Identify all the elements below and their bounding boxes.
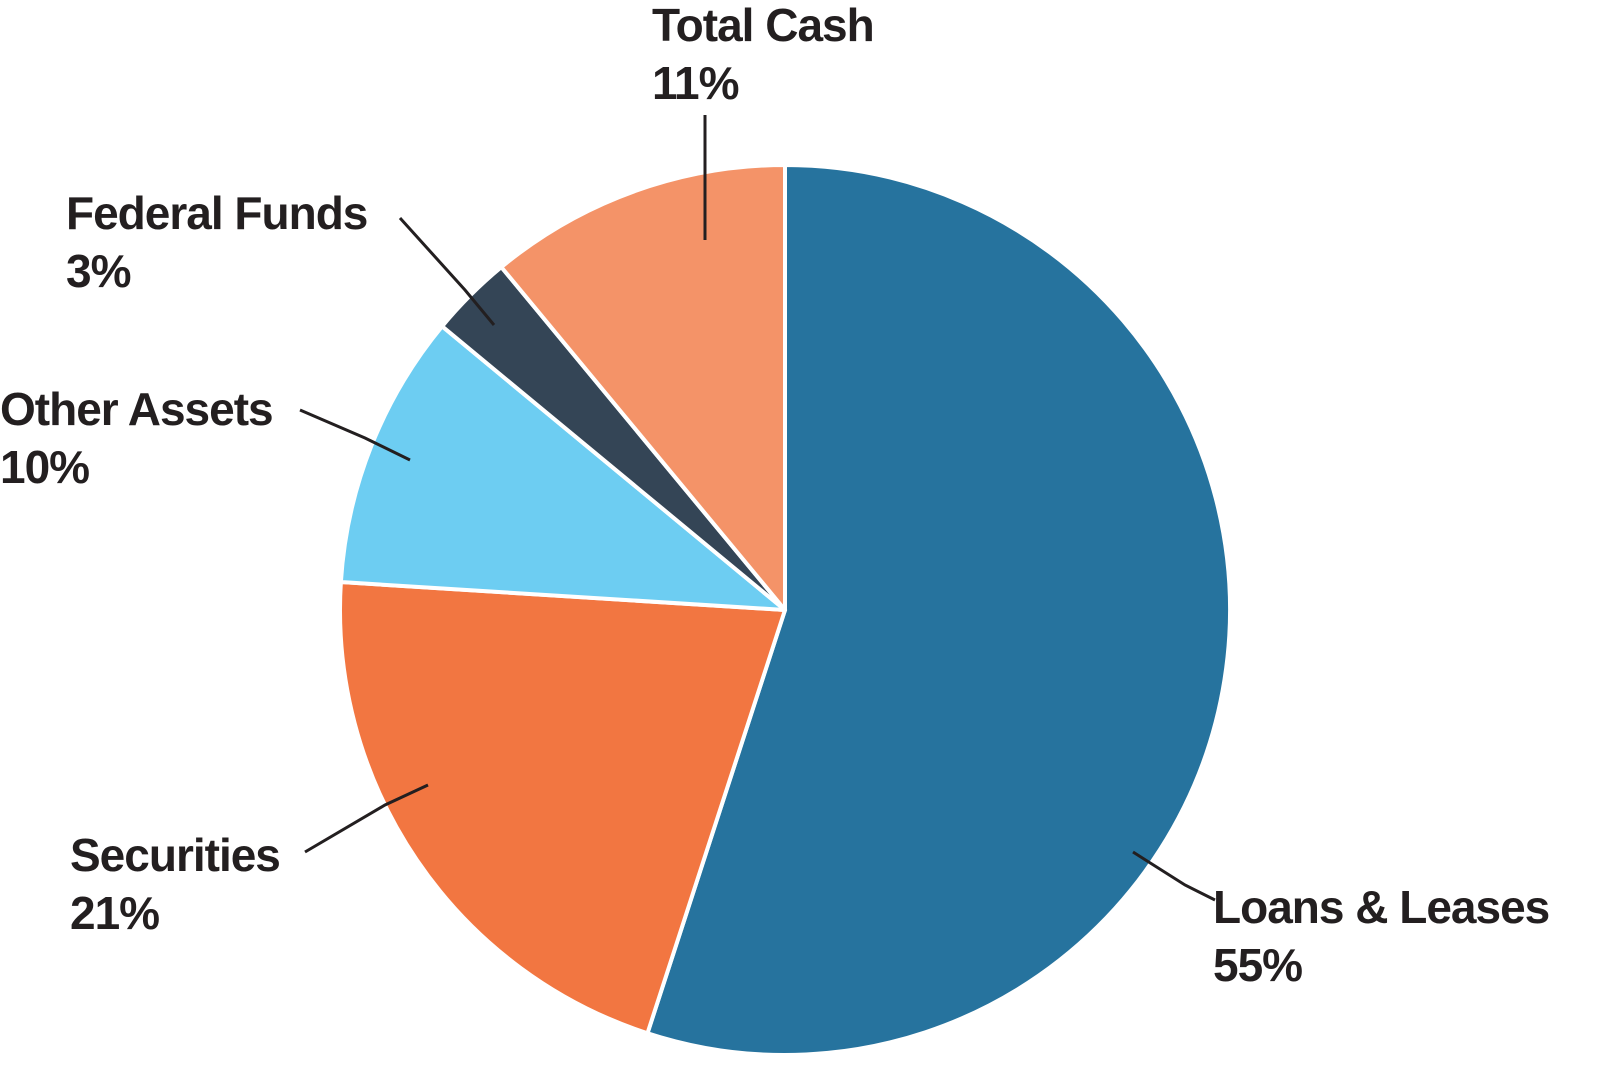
label-federal-funds: Federal Funds 3% [66, 184, 368, 300]
leader-line-securities [304, 783, 429, 854]
label-other-assets-pct: 10% [0, 441, 90, 493]
label-total-cash: Total Cash 11% [652, 0, 875, 112]
pie-slice-other-assets [338, 324, 787, 612]
label-federal-funds-pct: 3% [66, 245, 131, 297]
label-securities: Securities 21% [70, 826, 281, 942]
leader-line-loans [1132, 850, 1216, 902]
label-loans-leases-pct: 55% [1213, 939, 1303, 991]
label-securities-pct: 21% [70, 887, 160, 939]
pie-slice-total-cash [499, 163, 787, 612]
leader-lines [299, 115, 1216, 902]
leader-line-federal [398, 216, 496, 326]
pie-slice-loans-leases [645, 163, 1232, 1057]
label-federal-funds-name: Federal Funds [66, 187, 368, 239]
label-securities-name: Securities [70, 829, 281, 881]
label-loans-leases: Loans & Leases 55% [1213, 878, 1550, 994]
label-total-cash-pct: 11% [652, 57, 740, 109]
label-other-assets-name: Other Assets [0, 383, 274, 435]
label-loans-leases-name: Loans & Leases [1213, 881, 1550, 933]
label-other-assets: Other Assets 10% [0, 380, 274, 496]
leader-line-other [299, 408, 411, 462]
label-total-cash-name: Total Cash [652, 0, 875, 51]
pie-slice-securities [338, 580, 787, 1036]
pie-slices [338, 163, 1232, 1057]
